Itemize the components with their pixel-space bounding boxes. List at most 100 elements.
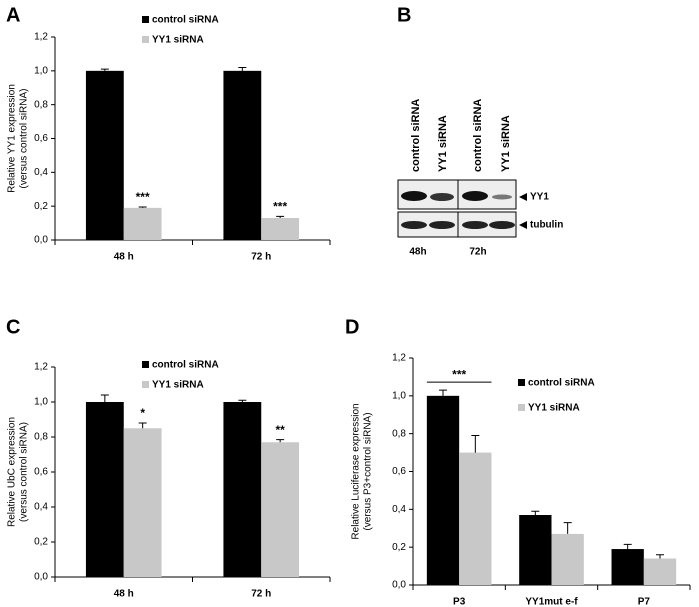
band (401, 221, 427, 229)
legend-label: YY1 siRNA (528, 403, 580, 414)
band (429, 221, 455, 229)
error-bar (238, 399, 247, 402)
error-bar (276, 439, 285, 443)
y-tick-label: 0,6 (34, 133, 48, 144)
legend-swatch (142, 381, 149, 388)
arrow (519, 221, 527, 229)
bar (85, 70, 124, 240)
western-blot: control siRNA YY1 siRNA control siRNA YY… (397, 99, 563, 258)
legend-swatch (142, 361, 149, 368)
bar (551, 533, 584, 585)
y-tick-label: 0,0 (392, 580, 406, 591)
band-label: tubulin (530, 220, 563, 231)
significance: ** (275, 423, 285, 437)
y-tick-label: 1,2 (34, 362, 48, 373)
lane-label: YY1 siRNA (437, 115, 449, 172)
x-tick-label: P3 (453, 597, 466, 607)
bar (611, 549, 644, 585)
error-bar (100, 68, 109, 71)
x-tick-label: 72 h (251, 589, 271, 600)
y-tick-label: 0,0 (34, 572, 48, 583)
error-bar (138, 206, 147, 208)
y-axis-label: (versus control siRNA) (19, 422, 30, 522)
lane-label: control siRNA (472, 99, 484, 172)
y-axis-label: (versus P3+control siRNA) (363, 412, 374, 530)
error-bar (655, 554, 664, 559)
y-axis-label: (versus control siRNA) (19, 88, 30, 188)
band (462, 221, 488, 229)
y-tick-label: 1,2 (392, 353, 406, 364)
legend-swatch (518, 404, 525, 411)
x-tick-label: 48 h (114, 589, 134, 600)
y-tick-label: 1,0 (34, 397, 48, 408)
y-tick-label: 0,6 (392, 466, 406, 477)
x-tick-label: YY1mut e-f (525, 597, 578, 607)
error-bar (471, 435, 480, 453)
panel-label: C (6, 316, 20, 338)
y-tick-label: 0,4 (34, 502, 48, 513)
band (489, 221, 515, 229)
error-bar (623, 543, 632, 550)
lane-label: control siRNA (410, 99, 422, 172)
band (401, 191, 427, 201)
bar (261, 442, 300, 577)
band-label: YY1 (530, 192, 549, 203)
error-bar (100, 394, 109, 402)
y-axis-label: Relative Luciferase expression (351, 403, 362, 539)
lane-label: YY1 siRNA (500, 115, 512, 172)
bar (261, 218, 300, 240)
legend-label: control siRNA (152, 15, 219, 26)
significance: *** (273, 199, 287, 213)
bar (459, 452, 492, 585)
time-label: 48h (409, 247, 426, 258)
band (492, 194, 512, 200)
error-bar (439, 389, 448, 396)
y-tick-label: 0,8 (34, 432, 48, 443)
legend-label: control siRNA (528, 378, 595, 389)
x-tick-label: P7 (638, 597, 651, 607)
y-tick-label: 1,0 (392, 390, 406, 401)
error-bar (531, 510, 540, 516)
legend-label: YY1 siRNA (152, 380, 204, 391)
arrow (519, 193, 527, 201)
error-bar (138, 422, 147, 429)
bar (123, 207, 162, 240)
y-tick-label: 0,0 (34, 235, 48, 246)
band (430, 193, 454, 201)
panel-label: D (345, 316, 359, 338)
y-axis-label: Relative YY1 expression (7, 84, 18, 193)
y-tick-label: 0,6 (34, 467, 48, 478)
error-bar (276, 215, 285, 219)
y-tick-label: 1,2 (34, 32, 48, 43)
bar (426, 395, 460, 585)
y-tick-label: 0,4 (34, 167, 48, 178)
y-tick-label: 0,4 (392, 504, 406, 515)
significance: * (140, 406, 145, 420)
y-tick-label: 0,8 (392, 428, 406, 439)
x-tick-label: 72 h (251, 252, 271, 263)
legend-swatch (142, 16, 149, 23)
legend-label: control siRNA (152, 360, 219, 371)
y-tick-label: 1,0 (34, 65, 48, 76)
y-axis-label: Relative UbC expression (7, 417, 18, 527)
legend-swatch (518, 379, 525, 386)
bar (123, 428, 162, 577)
y-tick-label: 0,2 (34, 537, 48, 548)
error-bar (563, 522, 572, 534)
legend-label: YY1 siRNA (152, 35, 204, 46)
y-tick-label: 0,2 (392, 542, 406, 553)
band (462, 191, 488, 201)
bar (643, 558, 677, 585)
x-tick-label: 48 h (114, 252, 134, 263)
time-label: 72h (469, 247, 486, 258)
legend-swatch (142, 36, 149, 43)
bar (223, 70, 262, 240)
bracket-label: *** (452, 367, 466, 381)
bar (223, 402, 262, 577)
y-tick-label: 0,8 (34, 99, 48, 110)
panel-label: B (397, 4, 411, 26)
error-bar (238, 66, 247, 71)
significance: *** (136, 190, 150, 204)
bar (85, 402, 124, 577)
